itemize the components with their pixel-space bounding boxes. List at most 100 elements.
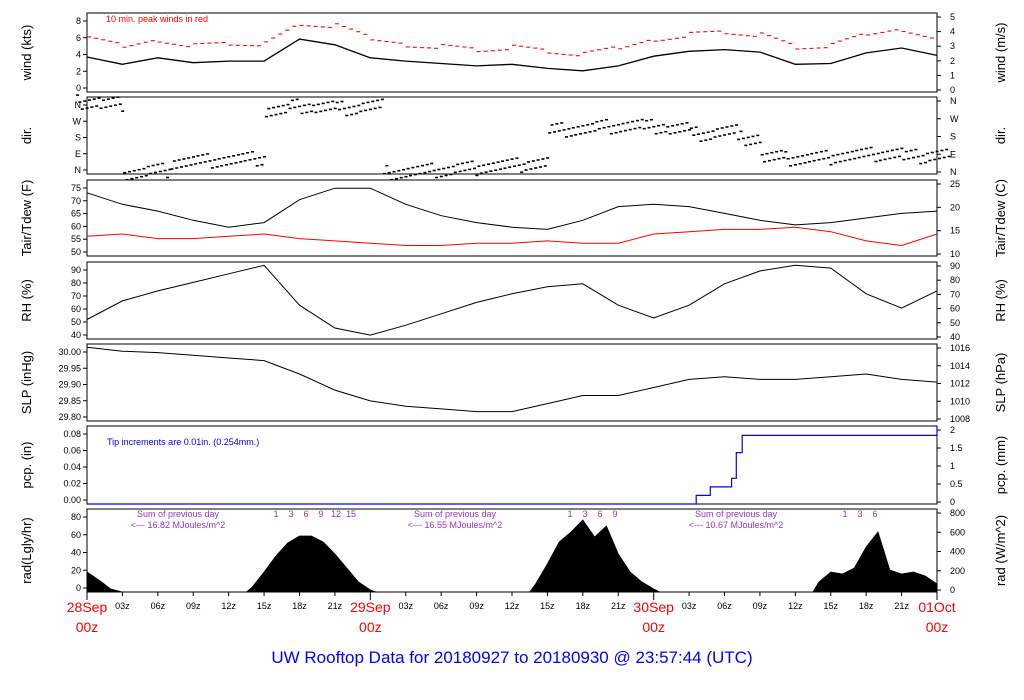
y-tick-label-left: 29.90: [58, 380, 81, 390]
dir-point: [867, 154, 871, 157]
y-tick-label-right: 0: [950, 497, 955, 507]
y-tick-label-left: 30.00: [58, 347, 81, 357]
dir-point: [161, 162, 165, 165]
dir-point: [671, 125, 675, 127]
dir-point: [730, 125, 734, 127]
dir-point: [376, 99, 380, 102]
dir-point: [352, 105, 356, 108]
dir-point: [496, 161, 500, 163]
dir-point: [116, 96, 120, 98]
dir-point: [709, 138, 713, 140]
dir-point: [399, 176, 403, 179]
rad-hour-label: 3: [288, 509, 293, 519]
dir-point: [524, 169, 528, 171]
y-tick-label-left: 80: [71, 512, 81, 522]
y-tick-label-left: 20: [71, 565, 81, 575]
dir-point: [822, 157, 826, 160]
dir-point: [316, 103, 320, 106]
dir-point: [855, 149, 859, 152]
dir-point: [933, 158, 937, 161]
y-tick-label-right: 2: [950, 425, 955, 435]
y-tick-label-right: 1008: [950, 414, 970, 424]
dir-point: [272, 106, 276, 109]
dir-point: [243, 160, 247, 162]
y-tick-label-left: 4: [76, 50, 81, 60]
dir-point: [576, 126, 580, 128]
dir-point: [791, 157, 795, 159]
x-date-label: 30Sep: [633, 599, 674, 615]
dir-point: [274, 113, 278, 116]
rad-hour-label: 3: [582, 509, 587, 519]
dir-point: [869, 146, 873, 149]
dir-point: [90, 106, 94, 108]
y-tick-label-right: 50: [950, 318, 960, 328]
dir-point: [227, 156, 231, 158]
y-axis-label-right: dir.: [993, 127, 1008, 144]
y-axis-label-right: rad (W/m^2): [993, 515, 1008, 586]
dir-point: [201, 154, 205, 156]
dir-point: [508, 166, 512, 168]
dir-point: [819, 150, 823, 153]
dir-point: [704, 139, 708, 141]
y-tick-label-right: 400: [950, 547, 965, 557]
dir-point: [723, 134, 727, 136]
dir-point: [798, 163, 802, 165]
x-tick-label: 06z: [717, 601, 732, 611]
dir-point: [947, 155, 951, 158]
dir-point: [786, 158, 790, 160]
dir-point: [432, 169, 436, 172]
dir-point: [312, 104, 316, 107]
dir-point: [475, 174, 479, 177]
dir-point: [78, 101, 82, 103]
dir-point: [874, 160, 878, 163]
x-date-label: 29Sep: [350, 599, 391, 615]
dir-point: [853, 157, 857, 160]
y-tick-label-left: 40: [71, 330, 81, 340]
dir-point: [310, 110, 314, 113]
dir-point: [711, 130, 715, 132]
dir-point: [494, 169, 498, 171]
dir-point: [361, 102, 365, 105]
dir-point: [406, 167, 410, 170]
dir-point: [236, 154, 240, 156]
dir-point: [539, 166, 542, 168]
y-tick-label-left: 70: [71, 291, 81, 301]
dir-point: [255, 165, 259, 167]
dir-point: [491, 162, 495, 164]
y-tick-label-right: N: [950, 167, 957, 177]
panel-frame: [86, 179, 938, 257]
dir-point: [775, 150, 779, 153]
dir-point: [364, 109, 368, 112]
dir-point: [177, 159, 181, 161]
y-axis-label-left: pcp. (in): [19, 442, 34, 489]
dir-point: [846, 151, 849, 154]
dir-point: [513, 165, 516, 167]
dir-point: [468, 168, 472, 171]
dir-point: [163, 169, 167, 172]
dir-point: [675, 124, 679, 126]
y-tick-label-left: E: [75, 149, 81, 159]
dir-point: [767, 159, 771, 162]
dir-point: [437, 168, 441, 171]
dir-point: [215, 166, 219, 168]
sum-previous-day-label: Sum of previous day: [695, 509, 778, 519]
dir-point: [187, 157, 191, 159]
x-tick-label: 09z: [469, 601, 484, 611]
dir-point: [706, 131, 710, 133]
rad-hour-label: 1: [273, 509, 278, 519]
sum-value-label: <--- 16.55 MJoules/m^2: [408, 520, 503, 530]
dir-point: [451, 165, 455, 168]
x-tick-label: 21z: [611, 601, 626, 611]
dir-point: [536, 159, 540, 161]
dir-point: [555, 123, 559, 125]
y-tick-label-left: S: [75, 133, 81, 143]
dir-point: [156, 163, 160, 166]
dir-point: [378, 106, 382, 109]
dir-point: [591, 123, 594, 125]
dir-point: [586, 124, 590, 126]
dir-point: [347, 106, 351, 109]
dir-point: [697, 133, 701, 135]
dir-point: [689, 127, 693, 129]
dir-point: [531, 160, 535, 162]
